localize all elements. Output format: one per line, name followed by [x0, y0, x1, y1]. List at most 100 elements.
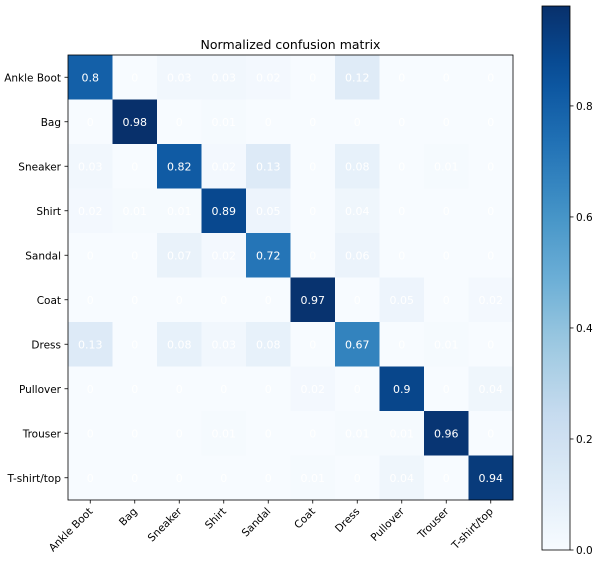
heatmap-cell: [112, 455, 158, 501]
cell-value-label: 0.72: [256, 249, 281, 262]
cell-value-label: 0: [487, 71, 494, 84]
colorbar-tick-label: 0.8: [576, 101, 593, 113]
cell-value-label: 0: [131, 427, 138, 440]
cell-value-label: 0.01: [390, 427, 415, 440]
cell-value-label: 0.9: [393, 383, 411, 396]
y-tick-label: Dress: [31, 339, 61, 351]
heatmap-cell: [424, 411, 469, 456]
heatmap-cell: [468, 366, 514, 412]
cell-value-label: 0.02: [212, 249, 237, 262]
cell-value-label: 0: [398, 338, 405, 351]
cell-value-label: 0: [131, 383, 138, 396]
cell-value-label: 0.89: [212, 205, 237, 218]
cell-value-label: 0: [176, 427, 183, 440]
heatmap-cell: [424, 144, 469, 189]
heatmap-cell: [424, 366, 469, 412]
heatmap-cell: [246, 277, 291, 323]
cell-value-label: 0: [176, 472, 183, 485]
cell-value-label: 0.01: [212, 427, 237, 440]
cell-value-label: 0: [87, 294, 94, 307]
heatmap-cell: [468, 411, 514, 456]
heatmap-cell: [290, 277, 336, 323]
cell-value-label: 0.94: [479, 472, 504, 485]
heatmap-cell: [424, 188, 469, 234]
heatmap-cell: [335, 277, 380, 323]
heatmap-cell: [246, 233, 291, 278]
heatmap-cell: [112, 366, 158, 412]
cell-value-label: 0.01: [301, 472, 326, 485]
cell-value-label: 0: [131, 249, 138, 262]
cell-value-label: 0.8: [82, 71, 100, 84]
cell-value-label: 0: [398, 116, 405, 129]
heatmap-cell: [246, 99, 291, 145]
cell-value-label: 0: [131, 160, 138, 173]
cell-value-label: 0: [443, 383, 450, 396]
cell-value-label: 0.07: [167, 249, 192, 262]
y-tick-label: Ankle Boot: [4, 72, 61, 84]
heatmap-cell: [379, 411, 425, 456]
colorbar-ticks: 0.0 0.2 0.4 0.6 0.8: [570, 101, 593, 557]
x-tick-label: Pullover: [369, 505, 408, 544]
cell-value-label: 0.13: [78, 338, 103, 351]
heatmap-cell: [68, 277, 113, 323]
y-tick-label: T-shirt/top: [7, 473, 62, 485]
x-tick-label: T-shirt/top: [449, 505, 496, 552]
cell-value-label: 0.98: [123, 116, 148, 129]
heatmap-cell: [201, 366, 247, 412]
heatmap-cell: [468, 144, 514, 189]
cell-value-label: 0.13: [256, 160, 281, 173]
heatmap-cell: [468, 277, 514, 323]
heatmap-cell: [201, 99, 247, 145]
cell-value-label: 0.97: [301, 294, 326, 307]
cell-value-label: 0: [176, 383, 183, 396]
heatmap-cell: [468, 455, 514, 501]
heatmap-cell: [468, 99, 514, 145]
heatmap-cell: [157, 99, 202, 145]
heatmap-cell: [290, 55, 336, 100]
heatmap-cell: [201, 411, 247, 456]
heatmap-cell: [112, 99, 158, 145]
heatmap-cell: [68, 188, 113, 234]
plot-frame: [67, 54, 514, 501]
heatmap-cell: [335, 99, 380, 145]
heatmap-cell: [112, 144, 158, 189]
heatmap-cell: [246, 366, 291, 412]
cell-value-label: 0: [131, 472, 138, 485]
heatmap-cell: [157, 455, 202, 501]
cell-value-label: 0.03: [212, 338, 237, 351]
heatmap-cell: [112, 322, 158, 367]
cell-value-label: 0: [354, 294, 361, 307]
cell-value-label: 0: [220, 472, 227, 485]
heatmap-cell: [335, 188, 380, 234]
cell-value-label: 0: [131, 71, 138, 84]
cell-value-label: 0.03: [78, 160, 103, 173]
heatmap-cell: [379, 233, 425, 278]
y-tick-label: Bag: [41, 117, 61, 129]
cell-value-label: 0: [443, 472, 450, 485]
cell-value-label: 0: [131, 338, 138, 351]
heatmap-cell: [112, 411, 158, 456]
heatmap-cell: [379, 455, 425, 501]
cell-value-label: 0: [87, 249, 94, 262]
heatmap-cell: [379, 144, 425, 189]
cell-value-label: 0.01: [434, 160, 459, 173]
colorbar-tick-label: 0.0: [576, 545, 593, 557]
heatmap-cell: [246, 322, 291, 367]
heatmap-cell: [290, 144, 336, 189]
heatmap-cell: [468, 188, 514, 234]
cell-value-label: 0: [398, 160, 405, 173]
heatmap-cell: [379, 99, 425, 145]
heatmap-cell: [68, 366, 113, 412]
x-tick-label: Dress: [333, 506, 362, 535]
heatmap-cell: [201, 55, 247, 100]
cell-value-label: 0: [443, 294, 450, 307]
cell-value-label: 0: [487, 160, 494, 173]
heatmap-cell: [201, 455, 247, 501]
cell-value-label: 0: [87, 472, 94, 485]
cell-value-label: 0.01: [123, 205, 148, 218]
cell-value-label: 0: [220, 383, 227, 396]
y-axis-ticks: Ankle Boot Bag Sneaker Shirt Sandal Coat Dress…: [4, 72, 68, 485]
cell-value-label: 0: [87, 383, 94, 396]
cell-value-label: 0.03: [167, 71, 192, 84]
